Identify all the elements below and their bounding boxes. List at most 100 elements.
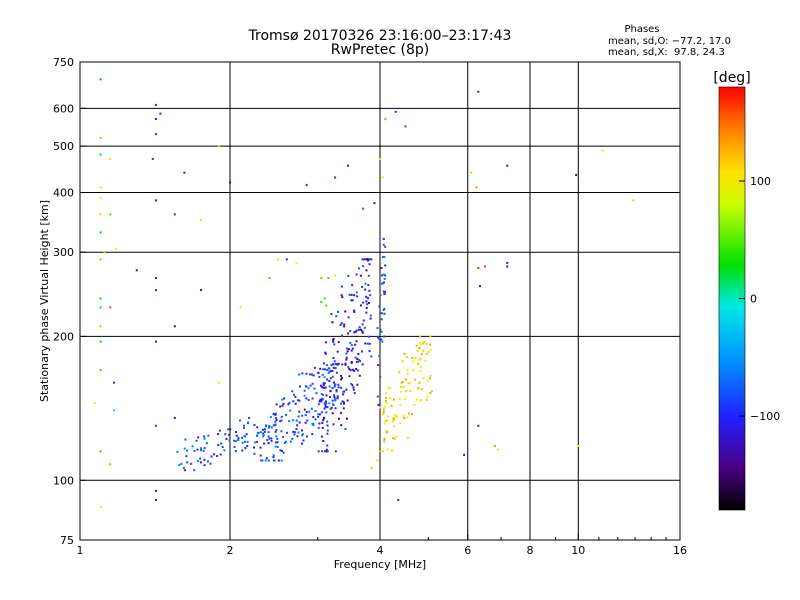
data-point [387,386,390,389]
data-point [280,430,283,433]
data-point [352,386,355,389]
data-point [383,422,386,425]
data-point [274,413,277,416]
data-point [297,431,300,434]
data-point [368,350,371,353]
data-point [350,382,353,385]
data-point [361,331,364,334]
data-point [326,444,329,447]
data-point [368,342,371,345]
data-point [331,321,334,324]
data-point [353,294,356,297]
data-point [369,317,372,320]
data-point [113,409,115,412]
data-point [259,431,262,434]
data-point [253,446,255,449]
chart-subtitle: RwPretec (8p) [331,42,429,58]
data-point [294,402,297,405]
data-point [420,343,423,346]
data-point [203,464,206,467]
data-point [365,269,368,272]
data-point [413,378,416,381]
data-point [340,411,343,414]
data-point [305,385,308,388]
data-point [383,312,386,315]
data-point [262,432,265,435]
data-point [506,261,509,264]
data-point [229,428,232,431]
data-point [217,381,220,384]
data-point [326,429,329,432]
data-point [406,369,409,372]
data-point [385,431,388,434]
data-point [307,399,310,401]
data-point [261,428,264,431]
data-point [288,420,291,423]
data-point [333,381,335,384]
data-point [355,368,358,370]
data-point [223,449,226,452]
data-point [205,442,208,445]
data-point [186,461,189,464]
data-point [361,363,364,366]
data-point [280,450,283,452]
data-point [367,297,370,300]
data-point [225,437,228,440]
data-point [334,450,337,453]
data-point [310,407,313,410]
data-point [426,395,429,398]
x-tick-label: 8 [527,544,534,557]
data-point [422,377,425,380]
data-point [328,402,331,405]
data-point [395,415,398,418]
data-point [274,445,277,448]
data-point [364,282,367,285]
data-point [330,364,333,367]
data-point [99,186,102,189]
data-point [333,385,336,388]
data-point [323,382,326,385]
data-point [379,158,381,160]
data-point [286,431,288,434]
data-point [376,395,379,398]
data-point [422,342,425,345]
data-point [317,426,320,429]
data-point [202,449,205,452]
data-point [361,285,364,288]
data-point [277,459,280,462]
y-tick-label: 100 [53,474,74,487]
data-point [398,397,401,400]
data-point [154,103,157,106]
data-point [408,382,411,385]
data-point [336,363,339,366]
data-point [349,341,352,344]
x-tick-label: 10 [571,544,585,557]
data-point [381,274,383,277]
data-point [367,259,369,262]
data-point [387,415,390,418]
data-point [340,374,342,377]
data-point [370,467,373,470]
y-tick-label: 200 [53,330,74,343]
data-point [354,331,357,333]
data-point [314,410,317,412]
data-point [218,429,221,432]
data-point [322,393,325,396]
data-point [333,394,335,397]
data-point [358,359,361,362]
data-point [293,433,296,436]
colorbar-tick-label: 0 [750,293,757,306]
data-point [342,407,345,410]
data-point [416,398,419,401]
data-point [379,375,382,378]
data-point [334,407,337,410]
data-point [99,258,102,261]
data-point [267,431,270,434]
data-point [310,373,313,376]
data-point [430,390,433,393]
data-point [418,358,421,361]
data-point [420,388,423,390]
data-point [295,428,298,430]
data-point [195,439,198,442]
data-point [419,399,422,402]
